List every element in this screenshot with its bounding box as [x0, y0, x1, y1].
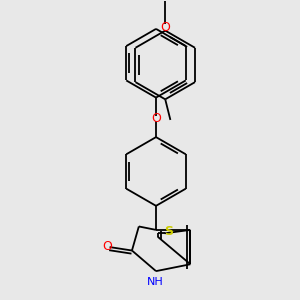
Text: S: S [164, 225, 173, 238]
Text: NH: NH [147, 277, 164, 287]
Text: O: O [102, 240, 112, 253]
Text: O: O [160, 21, 170, 34]
Text: O: O [151, 112, 161, 125]
